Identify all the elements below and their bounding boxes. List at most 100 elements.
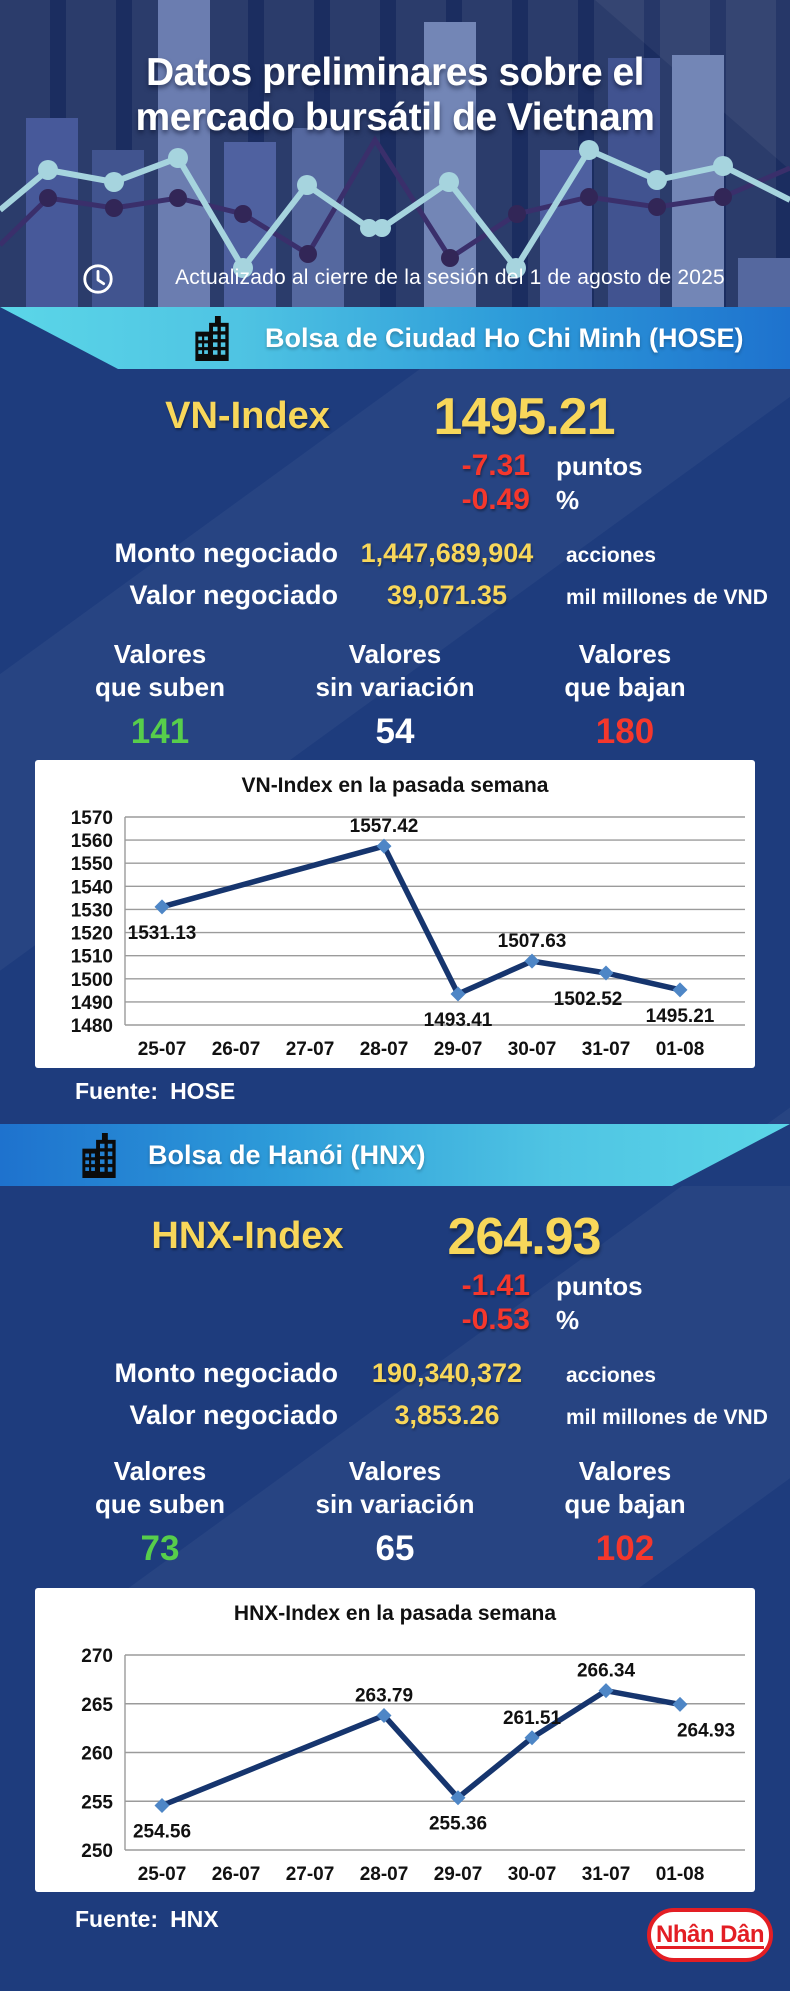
advancers-value: 141 [130,712,190,751]
advancers-label-line1: Valores [113,639,207,669]
decliners-value: 102 [595,1529,655,1568]
svg-text:255: 255 [81,1792,113,1813]
volume-value: 1,447,689,904 [360,538,534,568]
svg-text:29-07: 29-07 [434,1864,483,1885]
decliners-label-line1: Valores [578,1456,672,1486]
hnx-banner-title: Bolsa de Hanói (HNX) [148,1140,426,1170]
unchanged-label-line1: Valores [348,1456,442,1486]
svg-text:1560: 1560 [71,831,113,852]
advancers-label-line2: que suben [94,1489,225,1519]
svg-text:1530: 1530 [71,900,113,921]
unchanged-label-line1: Valores [348,639,442,669]
svg-text:1495.21: 1495.21 [646,1006,715,1027]
volume-unit: acciones [566,544,656,567]
advancers-label-line1: Valores [113,1456,207,1486]
svg-text:1531.13: 1531.13 [128,923,197,944]
vn-index-chart-title: VN-Index en la pasada semana [241,774,549,797]
change-points-value: -1.41 [461,1269,530,1302]
volume-label: Monto negociado [114,538,338,568]
source-value: HNX [170,1906,219,1932]
svg-text:250: 250 [81,1841,113,1862]
turnover-unit: mil millones de VND [566,1406,768,1429]
decliners-value: 180 [595,712,655,751]
decliners-column: Valores que bajan 102 [495,1455,755,1569]
volume-value: 190,340,372 [371,1358,523,1388]
source-value: HOSE [170,1078,236,1104]
svg-text:30-07: 30-07 [508,1039,557,1060]
updated-note: Actualizado al cierre de la sesión del 1… [175,266,725,289]
hnx-index-value: 264.93 [447,1208,601,1266]
turnover-label: Valor negociado [129,580,338,610]
change-percent-unit: % [556,484,580,515]
svg-text:254.56: 254.56 [133,1822,191,1843]
line-chart-decoration [0,135,790,278]
svg-text:27-07: 27-07 [286,1039,335,1060]
hnx-turnover-row: Valor negociado 3,853.26 mil millones de… [0,1400,790,1431]
change-percent-value: -0.53 [461,1303,530,1336]
svg-text:1502.52: 1502.52 [554,989,623,1010]
hnx-index-summary: HNX-Index 264.93 -1.41 puntos -0.53 % [0,1205,790,1355]
page-title-line2: mercado bursátil de Vietnam [135,96,655,139]
change-points-unit: puntos [556,1270,643,1301]
change-percent-row: -0.53 % [378,1303,698,1337]
svg-text:01-08: 01-08 [656,1864,705,1885]
turnover-label: Valor negociado [129,1400,338,1430]
svg-text:255.36: 255.36 [429,1814,487,1835]
hnx-index-chart-title: HNX-Index en la pasada semana [233,1602,557,1625]
svg-text:26-07: 26-07 [212,1864,261,1885]
svg-text:261.51: 261.51 [503,1708,562,1729]
svg-text:1510: 1510 [71,947,113,968]
svg-text:25-07: 25-07 [138,1039,187,1060]
hose-volume-row: Monto negociado 1,447,689,904 acciones [0,538,790,569]
decliners-label-line2: que bajan [564,672,686,702]
unchanged-label-line2: sin variación [315,672,475,702]
vn-index-changes: -7.31 puntos -0.49 % [378,449,698,517]
svg-text:30-07: 30-07 [508,1864,557,1885]
unchanged-label-line2: sin variación [315,1489,475,1519]
section-banner-hnx: Bolsa de Hanói (HNX) [0,1124,790,1186]
hnx-index-chart: 270 265 260 255 250 25-07 26-07 27-07 28-07 29-07… [81,1646,745,1885]
svg-text:1540: 1540 [71,877,113,898]
hose-turnover-row: Valor negociado 39,071.35 mil millones d… [0,580,790,611]
unchanged-column: Valores sin variación 65 [263,1455,527,1569]
building-icon [82,1133,116,1178]
volume-unit: acciones [566,1364,656,1387]
advancers-value: 73 [140,1529,180,1568]
decliners-label-line1: Valores [578,639,672,669]
svg-text:266.34: 266.34 [577,1661,636,1682]
turnover-value: 39,071.35 [386,580,508,610]
vn-index-value: 1495.21 [433,388,616,446]
change-points-row: -7.31 puntos [378,449,698,483]
section-banner-hose: Bolsa de Ciudad Ho Chi Minh (HOSE) [0,307,790,369]
building-icon [195,316,229,361]
change-percent-row: -0.49 % [378,483,698,517]
hnx-source: Fuente: HNX [75,1906,219,1933]
vn-index-label: VN-Index [165,395,330,437]
vn-index-chart-card: VN-Index en la pasada semana 1570 1560 155… [35,760,755,1068]
page-title-line1: Datos preliminares sobre el [145,51,645,94]
svg-text:265: 265 [81,1695,113,1716]
change-points-row: -1.41 puntos [378,1269,698,1303]
svg-text:1557.42: 1557.42 [350,816,419,837]
svg-text:1520: 1520 [71,924,113,945]
advancers-label-line2: que suben [94,672,225,702]
hose-index-summary: VN-Index 1495.21 -7.31 puntos -0.49 % [0,385,790,535]
svg-text:31-07: 31-07 [582,1039,631,1060]
hnx-breadth: Valores que suben 73 Valores sin variaci… [0,1455,790,1575]
hose-banner-title: Bolsa de Ciudad Ho Chi Minh (HOSE) [265,323,744,353]
nhandan-logo: Nhân Dân [647,1908,773,1962]
source-label: Fuente: [75,1906,159,1932]
svg-text:270: 270 [81,1646,113,1667]
svg-text:260: 260 [81,1744,113,1765]
advancers-column: Valores que suben 73 [30,1455,290,1569]
change-percent-value: -0.49 [461,483,530,516]
decliners-column: Valores que bajan 180 [495,638,755,752]
hnx-volume-row: Monto negociado 190,340,372 acciones [0,1358,790,1389]
svg-text:29-07: 29-07 [434,1039,483,1060]
nhandan-logo-text: Nhân Dân [655,1921,765,1948]
volume-label: Monto negociado [114,1358,338,1388]
clock-icon [83,264,113,294]
svg-text:1490: 1490 [71,993,113,1014]
